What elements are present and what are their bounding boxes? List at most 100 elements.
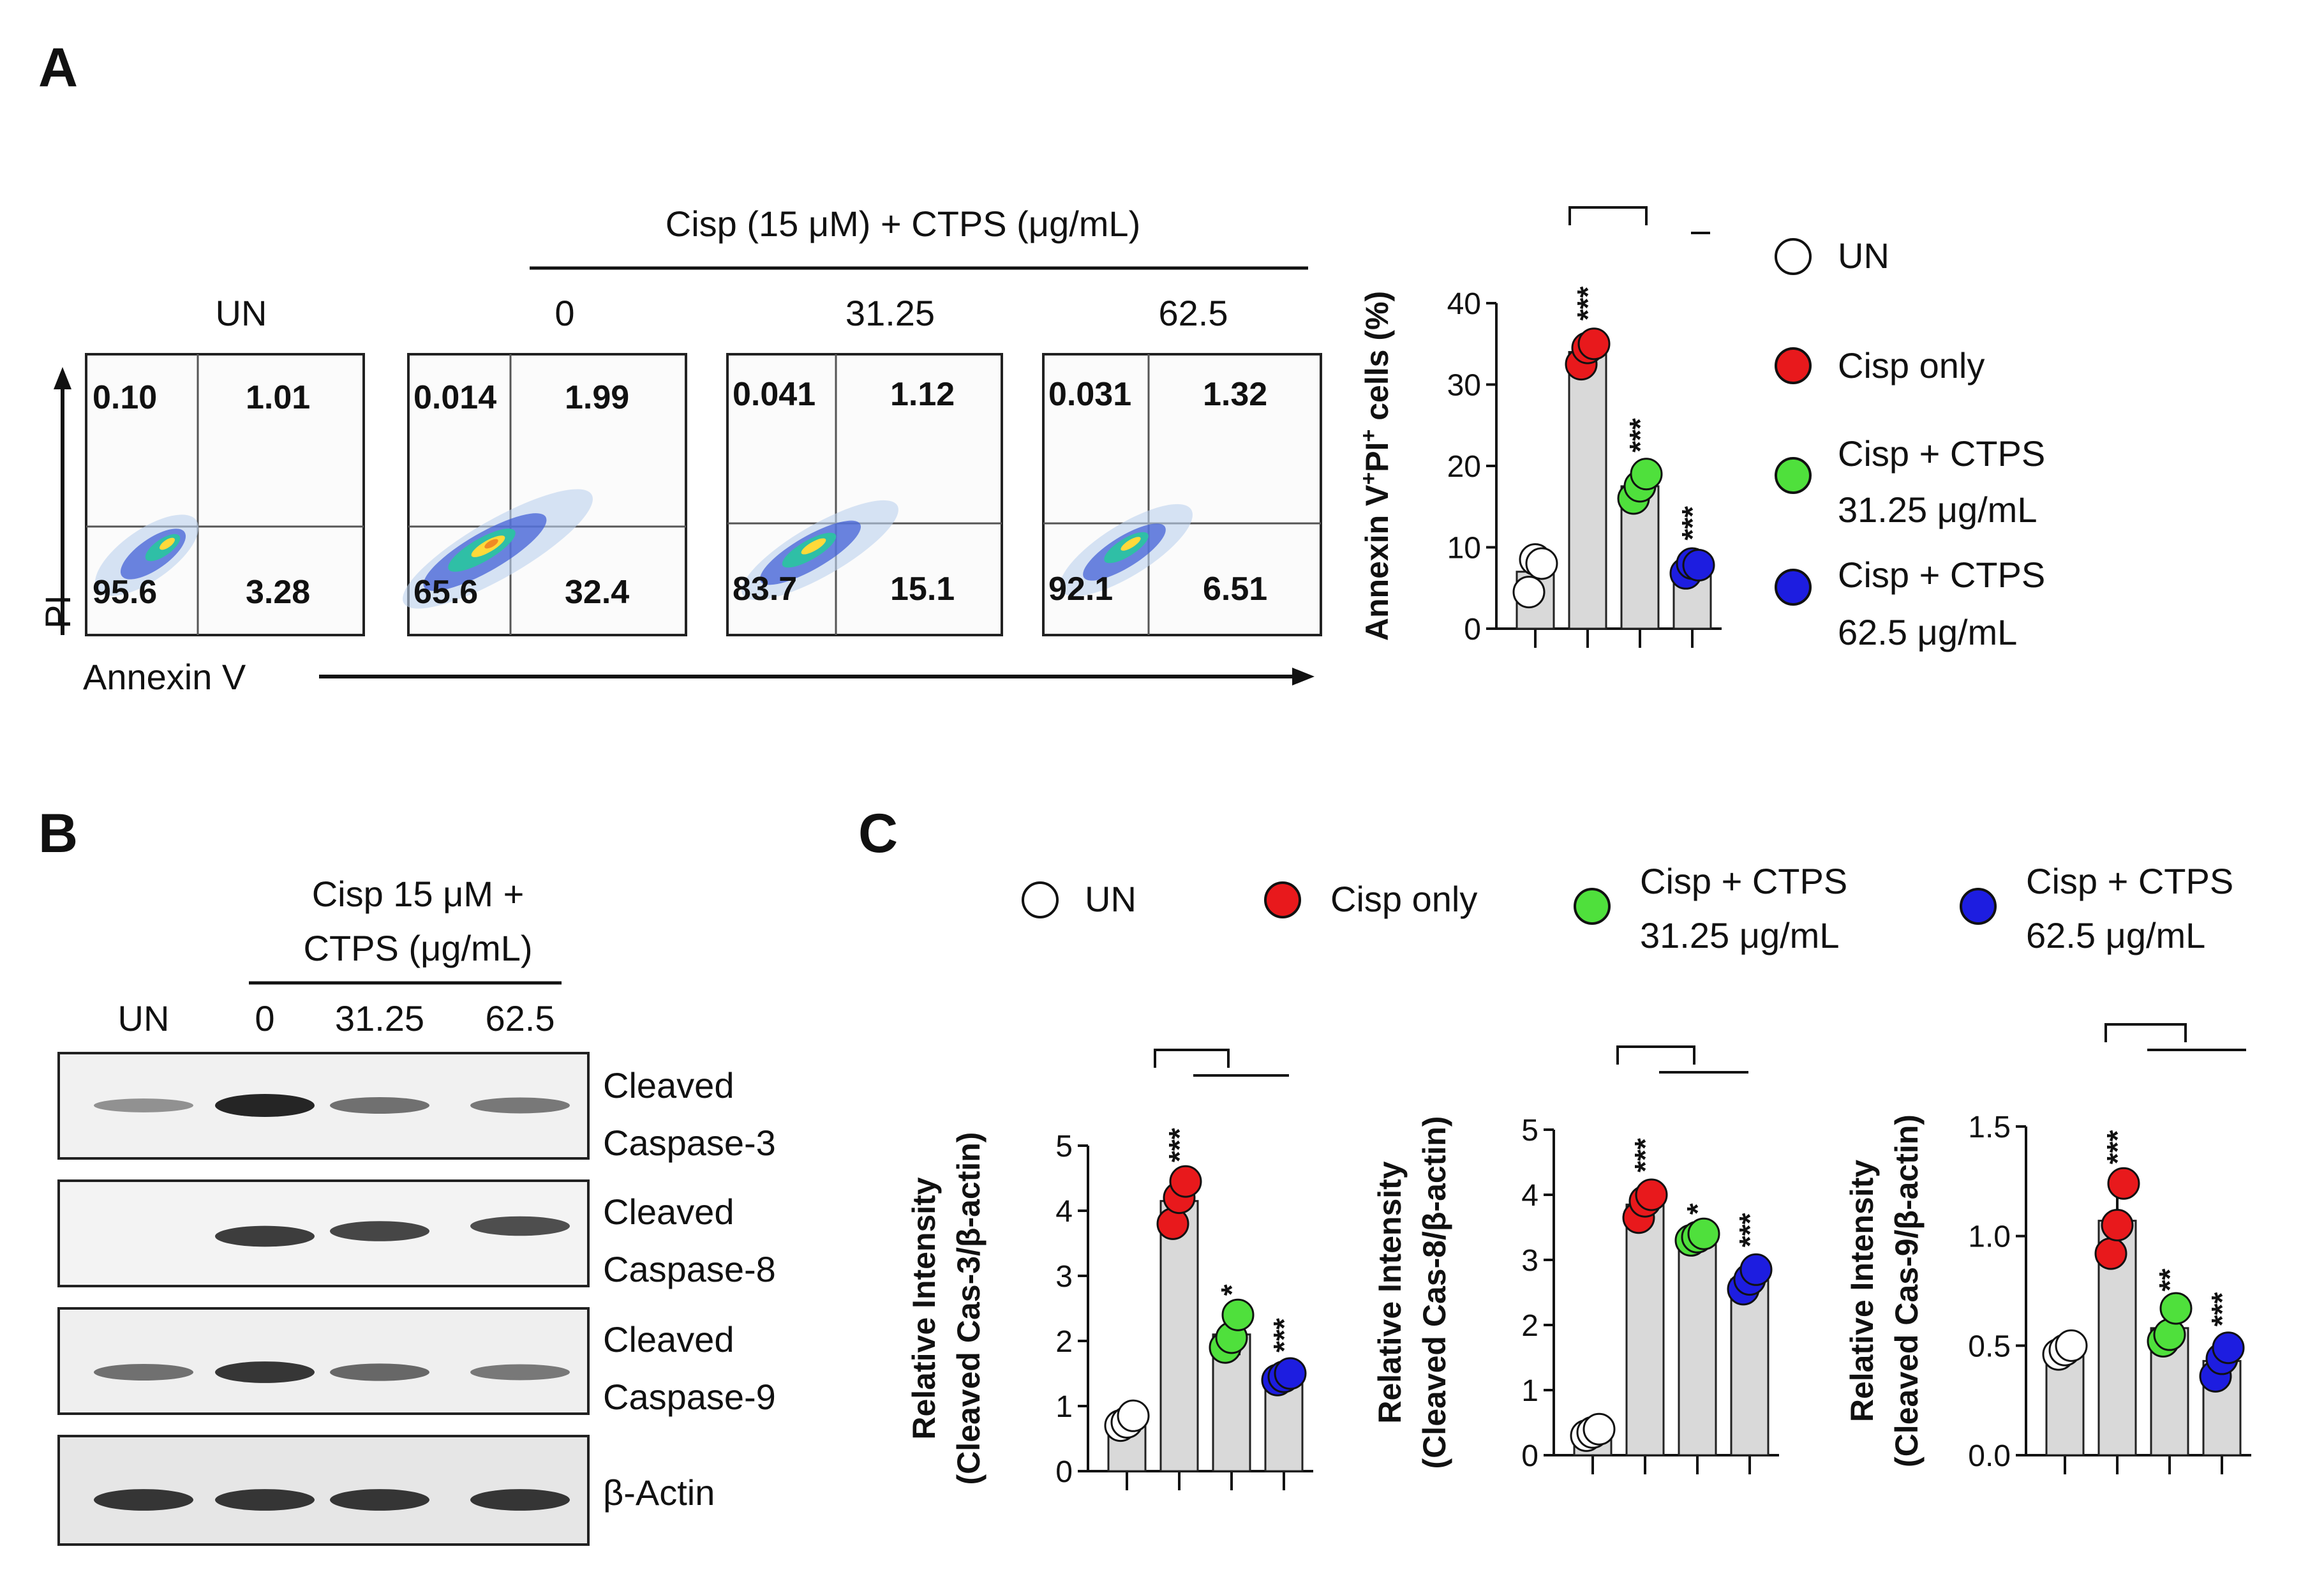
significance-stars: *** — [1733, 1213, 1766, 1247]
flow-label-0: 0 — [555, 293, 574, 333]
legend-a-cisp-marker — [1775, 347, 1812, 384]
bar — [1159, 1200, 1199, 1472]
significance-stars: *** — [1267, 1318, 1300, 1352]
data-point — [1577, 327, 1611, 361]
y-tick-label: 0 — [1521, 1439, 1538, 1473]
y-label-superscript: + — [1357, 430, 1381, 442]
wb-actin-label: β-Actin — [603, 1472, 715, 1513]
data-point — [2107, 1167, 2140, 1200]
significance-stars: *** — [1623, 418, 1657, 453]
legend-c-high-marker — [1960, 888, 1997, 925]
y-tick-label: 30 — [1447, 369, 1481, 403]
quadrant-lines — [86, 354, 1321, 635]
y-axis-label: Annexin V+PI+ cells (%) — [1357, 291, 1395, 641]
blot-band — [470, 1489, 570, 1511]
q-ur-31: 1.12 — [890, 376, 955, 413]
y-axis-label-line2: (Cleaved Cas-3/β-actin) — [951, 1132, 987, 1485]
significance-bracket — [1154, 1049, 1230, 1068]
y-tick-label: 0 — [1464, 613, 1481, 647]
q-ll-62: 92.1 — [1048, 571, 1113, 608]
blot-bands — [94, 1094, 570, 1511]
data-point — [1525, 547, 1558, 580]
significance-bracket — [1616, 1045, 1695, 1065]
y-tick-label: 1 — [1521, 1374, 1538, 1408]
data-point — [2055, 1329, 2088, 1362]
legend-a-un: UN — [1838, 236, 1889, 276]
q-ur-62: 1.32 — [1203, 376, 1267, 413]
legend-a: UN Cisp only Cisp + CTPS 31.25 μg/mL Cis… — [1775, 236, 2045, 652]
blot-band — [94, 1363, 193, 1381]
y-label-part: Relative Intensity — [906, 1177, 942, 1439]
legend-c-cisp-marker — [1264, 881, 1301, 918]
q-ll-31: 83.7 — [733, 571, 797, 608]
y-label-part: cells (%) — [1359, 291, 1395, 430]
q-ul-31: 0.041 — [733, 376, 816, 413]
blot-band — [330, 1097, 429, 1114]
y-tick-label: 10 — [1447, 532, 1481, 565]
y-tick-label: 3 — [1055, 1260, 1073, 1294]
q-ul-un: 0.10 — [93, 379, 157, 416]
bar — [1730, 1278, 1769, 1456]
legend-c-cisp: Cisp only — [1330, 879, 1477, 919]
flow-label-31: 31.25 — [845, 293, 935, 333]
legend-a-high-marker — [1775, 569, 1812, 606]
flow-label-un: UN — [216, 293, 267, 333]
blot-band — [94, 1098, 193, 1112]
blot-band — [470, 1364, 570, 1381]
y-axis-label-line2: (Cleaved Cas-8/β-actin) — [1417, 1116, 1452, 1469]
data-point — [2094, 1237, 2127, 1270]
y-axis-label-line2: (Cleaved Cas-9/β-actin) — [1889, 1114, 1925, 1467]
significance-stars: * — [1215, 1284, 1248, 1296]
legend-a-low-line2: 31.25 μg/mL — [1838, 490, 2037, 530]
blot-band — [330, 1221, 429, 1241]
blot-band — [215, 1225, 315, 1247]
bar — [1625, 1203, 1665, 1456]
significance-bracket — [2104, 1023, 2187, 1042]
q-ll-un: 95.6 — [93, 574, 157, 611]
q-ul-0: 0.014 — [413, 379, 496, 416]
y-label-part: Relative Intensity — [1372, 1161, 1408, 1423]
bar-chart-4: 0.00.51.01.5********Relative Intensity (C… — [1844, 1023, 2251, 1474]
data-point — [1630, 458, 1663, 491]
annexin-arrow-icon — [1292, 668, 1315, 685]
significance-bracket — [1568, 206, 1648, 225]
legend-c-low-line2: 31.25 μg/mL — [1640, 915, 1839, 955]
panel-label-b: B — [38, 803, 78, 864]
data-point — [1635, 1178, 1668, 1211]
wb-cas9-line1: Cleaved — [603, 1319, 734, 1359]
blot-band — [330, 1363, 429, 1381]
legend-c-low-marker — [1574, 888, 1611, 925]
legend-a-un-marker — [1775, 238, 1812, 275]
significance-stars: *** — [2101, 1130, 2134, 1164]
y-label-part: Relative Intensity — [1844, 1160, 1880, 1422]
data-point — [1512, 576, 1546, 609]
flow-header: Cisp (15 μM) + CTPS (μg/mL) — [666, 204, 1140, 244]
y-tick-label: 1.0 — [1968, 1220, 2011, 1254]
y-tick-label: 0.0 — [1968, 1439, 2011, 1473]
annexin-axis-label: Annexin V — [83, 657, 246, 697]
q-lr-un: 3.28 — [246, 574, 310, 611]
y-tick-label: 40 — [1447, 287, 1481, 321]
legend-c-un: UN — [1085, 879, 1136, 919]
density-cloud-un — [94, 514, 199, 596]
flow-cytometry-panel: Cisp (15 μM) + CTPS (μg/mL) UN 0 31.25 6… — [38, 204, 1322, 697]
panel-label-a: A — [38, 37, 78, 98]
q-lr-31: 15.1 — [890, 571, 955, 608]
data-point — [1583, 1412, 1616, 1446]
density-cloud-0 — [403, 489, 593, 609]
wb-lane-0: 0 — [255, 998, 274, 1038]
q-ur-un: 1.01 — [246, 379, 310, 416]
blot-band — [470, 1216, 570, 1236]
wb-cas8-line1: Cleaved — [603, 1192, 734, 1232]
legend-a-cisp: Cisp only — [1838, 345, 1985, 386]
blot-band — [215, 1361, 315, 1383]
legend-c-high-line1: Cisp + CTPS — [2026, 861, 2233, 901]
wb-lane-31: 31.25 — [335, 998, 424, 1038]
wb-cas3-line1: Cleaved — [603, 1065, 734, 1105]
significance-stars: * — [1681, 1203, 1714, 1215]
data-point — [1221, 1298, 1255, 1331]
